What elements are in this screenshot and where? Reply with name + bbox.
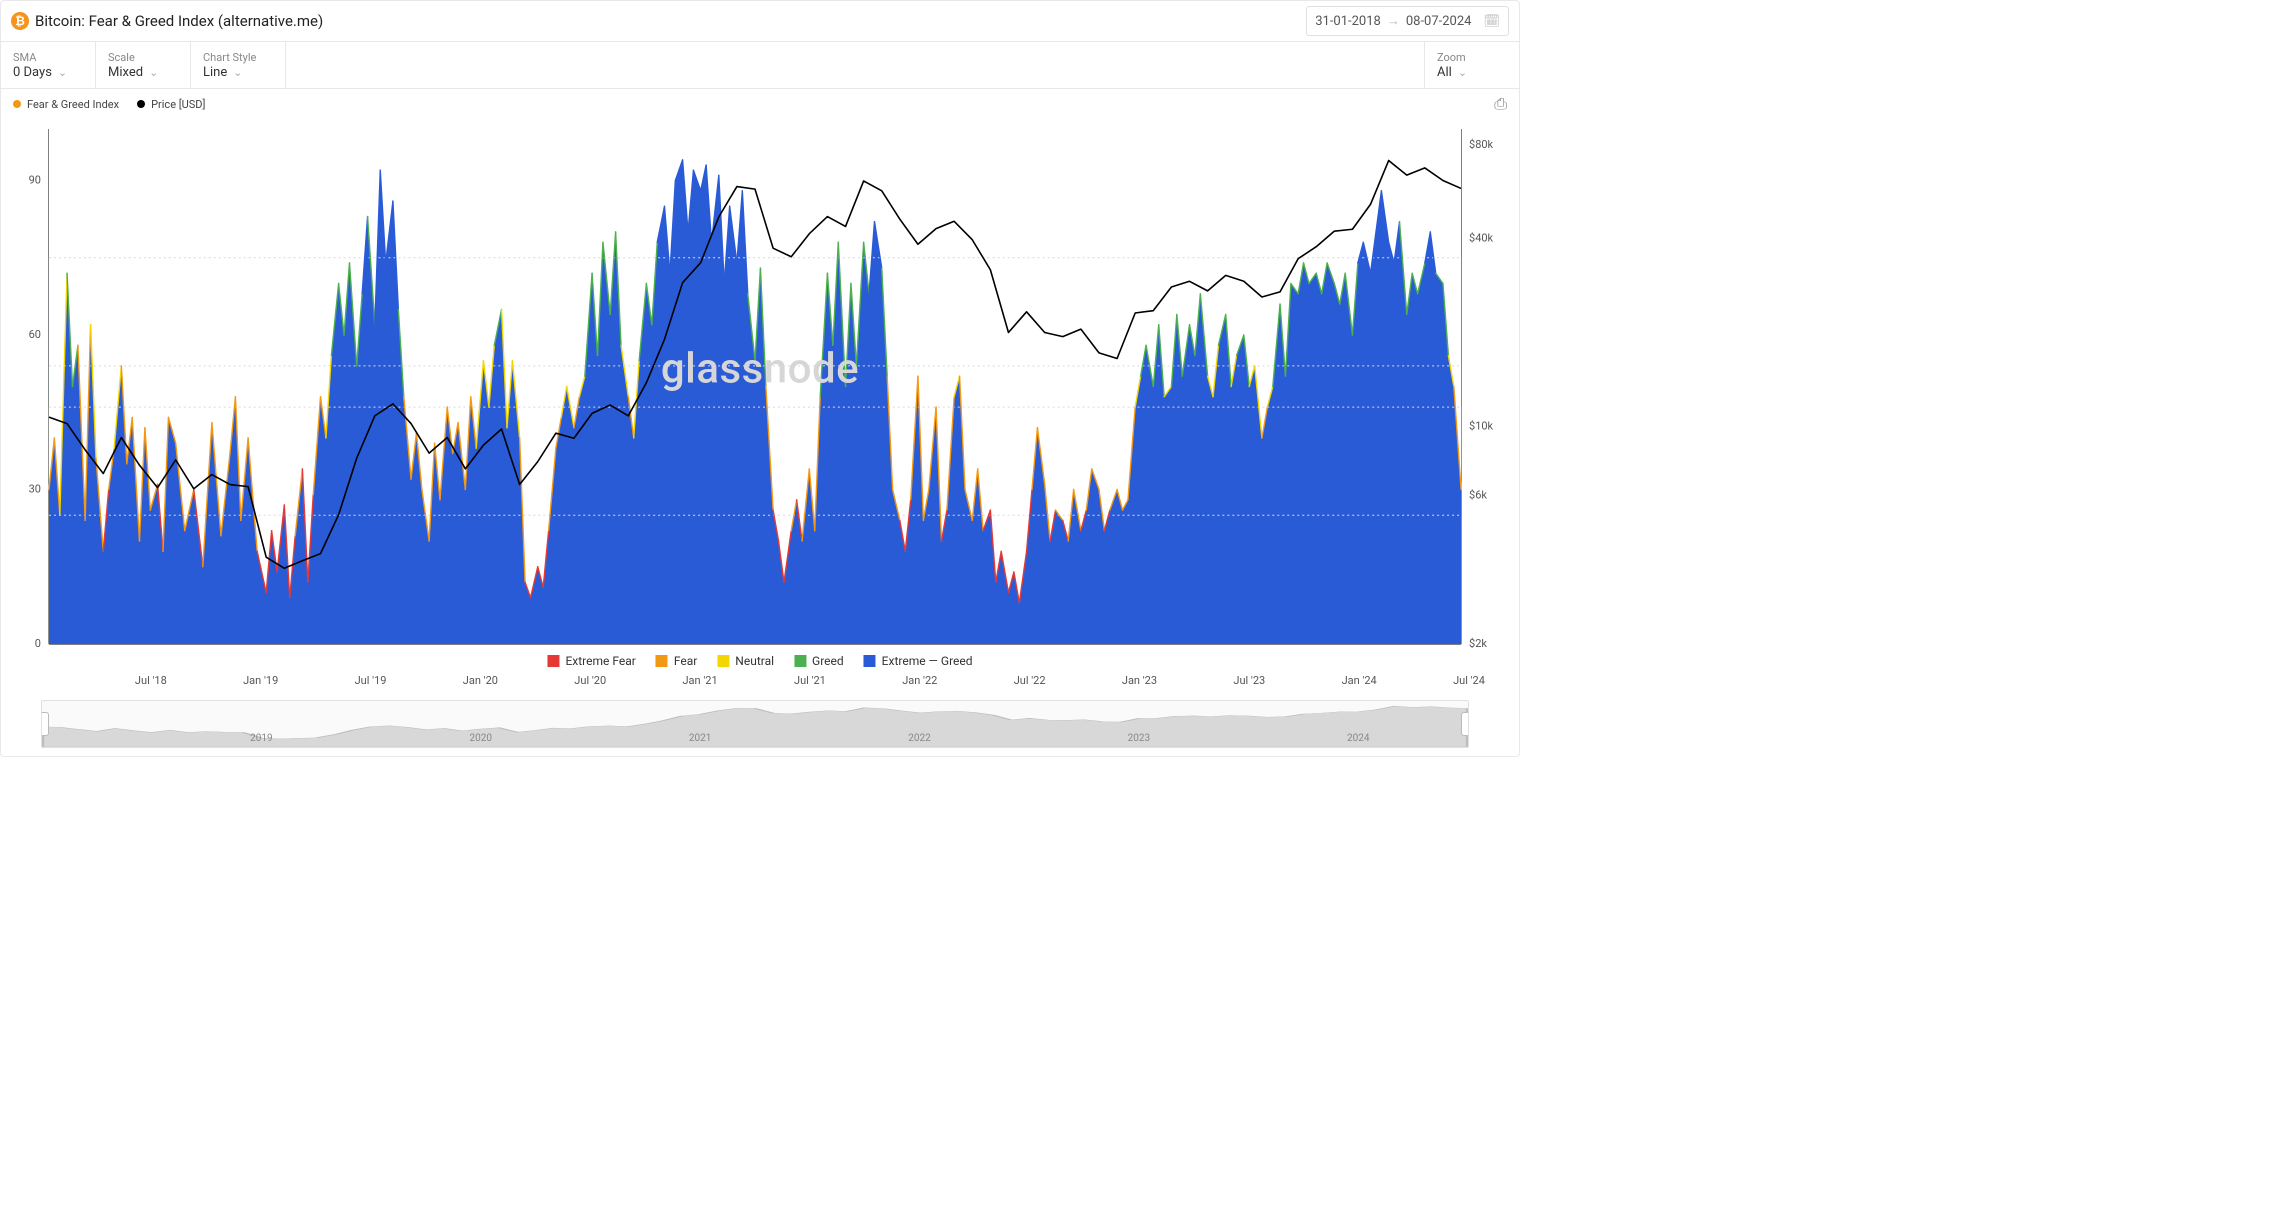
x-axis-tick: Jan '22 — [902, 674, 937, 687]
category-legend: Extreme Fear Fear Neutral Greed Extreme — Gr… — [547, 654, 972, 668]
category-label: Extreme Fear — [565, 654, 635, 668]
svg-text:$40k: $40k — [1469, 232, 1494, 245]
x-axis-tick: Jul '21 — [794, 674, 826, 687]
zoom-label: Zoom — [1437, 51, 1507, 65]
category-legend-item[interactable]: Extreme — Greed — [864, 654, 973, 668]
svg-text:$6k: $6k — [1469, 488, 1487, 501]
legend-square-icon — [717, 655, 729, 667]
toolbar-row: SMA 0 Days ⌄ Scale Mixed ⌄ Chart Style L… — [1, 42, 1519, 89]
navigator-handle-right[interactable] — [1461, 712, 1469, 736]
x-axis-tick: Jan '19 — [243, 674, 278, 687]
zoom-value: All — [1437, 65, 1452, 80]
arrow-right-icon: → — [1387, 13, 1400, 29]
navigator-year-label: 2019 — [250, 733, 272, 744]
title-wrap: ₿ Bitcoin: Fear & Greed Index (alternati… — [11, 12, 323, 30]
legend-label: Price [USD] — [151, 98, 205, 111]
navigator[interactable]: 2019 2020 2021 2022 2023 2024 — [41, 700, 1469, 748]
calendar-icon: 🗓 — [1483, 14, 1500, 29]
x-axis-tick: Jan '20 — [463, 674, 498, 687]
x-axis-tick: Jul '18 — [135, 674, 167, 687]
legend-dot-icon — [137, 100, 145, 108]
scale-value: Mixed — [108, 65, 143, 80]
chart-style-label: Chart Style — [203, 51, 273, 65]
navigator-year-label: 2021 — [689, 733, 711, 744]
legend-square-icon — [656, 655, 668, 667]
series-legend: Fear & Greed Index Price [USD] ⎙ — [1, 89, 1519, 119]
x-axis-tick: Jul '20 — [574, 674, 606, 687]
category-legend-item[interactable]: Extreme Fear — [547, 654, 635, 668]
toolbar-right: Zoom All ⌄ — [1424, 42, 1519, 88]
toolbar-left: SMA 0 Days ⌄ Scale Mixed ⌄ Chart Style L… — [1, 42, 286, 88]
x-axis-tick: Jul '24 — [1453, 674, 1485, 687]
x-axis-tick: Jan '24 — [1342, 674, 1377, 687]
date-from: 31-01-2018 — [1315, 14, 1381, 29]
svg-text:$2k: $2k — [1469, 637, 1487, 650]
navigator-year-label: 2024 — [1347, 733, 1369, 744]
chevron-down-icon: ⌄ — [1458, 66, 1467, 79]
chevron-down-icon: ⌄ — [149, 66, 158, 79]
navigator-year-label: 2022 — [908, 733, 930, 744]
bitcoin-icon: ₿ — [11, 12, 29, 30]
x-axis-tick: Jul '22 — [1014, 674, 1046, 687]
sma-label: SMA — [13, 51, 83, 65]
date-to: 08-07-2024 — [1406, 14, 1472, 29]
svg-text:60: 60 — [29, 328, 41, 341]
zoom-dropdown[interactable]: Zoom All ⌄ — [1424, 42, 1519, 88]
navigator-year-label: 2020 — [470, 733, 492, 744]
category-legend-item[interactable]: Fear — [656, 654, 697, 668]
category-label: Extreme — Greed — [882, 654, 973, 668]
category-legend-item[interactable]: Greed — [794, 654, 844, 668]
svg-text:90: 90 — [29, 173, 41, 186]
scale-label: Scale — [108, 51, 178, 65]
scale-dropdown[interactable]: Scale Mixed ⌄ — [96, 42, 191, 88]
navigator-handle-left[interactable] — [41, 712, 49, 736]
svg-text:$80k: $80k — [1469, 138, 1494, 151]
svg-text:$10k: $10k — [1469, 419, 1494, 432]
chart-style-dropdown[interactable]: Chart Style Line ⌄ — [191, 42, 286, 88]
legend-square-icon — [547, 655, 559, 667]
navigator-year-label: 2023 — [1128, 733, 1150, 744]
svg-text:0: 0 — [35, 637, 41, 650]
chart-panel: ₿ Bitcoin: Fear & Greed Index (alternati… — [0, 0, 1520, 757]
legend-label: Fear & Greed Index — [27, 98, 119, 111]
date-range-picker[interactable]: 31-01-2018 → 08-07-2024 🗓 — [1306, 6, 1509, 36]
legend-square-icon — [794, 655, 806, 667]
legend-dot-icon — [13, 100, 21, 108]
sma-dropdown[interactable]: SMA 0 Days ⌄ — [1, 42, 96, 88]
series-legend-item[interactable]: Fear & Greed Index — [13, 98, 119, 111]
chart-svg: 0 30 60 90 $2k $6k $10k $40k $80k — [9, 119, 1511, 674]
category-label: Neutral — [735, 654, 774, 668]
x-axis-tick: Jan '21 — [682, 674, 717, 687]
category-legend-item[interactable]: Neutral — [717, 654, 774, 668]
x-axis-tick: Jul '23 — [1233, 674, 1265, 687]
legend-square-icon — [864, 655, 876, 667]
x-axis: Jul '18 Jan '19 Jul '19 Jan '20 Jul '20 Jan '… — [41, 674, 1469, 696]
chevron-down-icon: ⌄ — [233, 66, 242, 79]
screenshot-icon[interactable]: ⎙ — [1494, 94, 1507, 114]
series-legend-item[interactable]: Price [USD] — [137, 98, 205, 111]
sma-value: 0 Days — [13, 65, 52, 80]
chart-area[interactable]: 0306090$2k$6k$10k$40k$80k glassnode Extr… — [9, 119, 1511, 674]
chevron-down-icon: ⌄ — [58, 66, 67, 79]
chart-title: Bitcoin: Fear & Greed Index (alternative… — [35, 12, 323, 30]
svg-text:30: 30 — [29, 482, 41, 495]
category-label: Greed — [812, 654, 844, 668]
category-label: Fear — [674, 654, 697, 668]
header-row: ₿ Bitcoin: Fear & Greed Index (alternati… — [1, 1, 1519, 42]
x-axis-tick: Jan '23 — [1122, 674, 1157, 687]
chart-style-value: Line — [203, 65, 227, 80]
x-axis-tick: Jul '19 — [355, 674, 387, 687]
